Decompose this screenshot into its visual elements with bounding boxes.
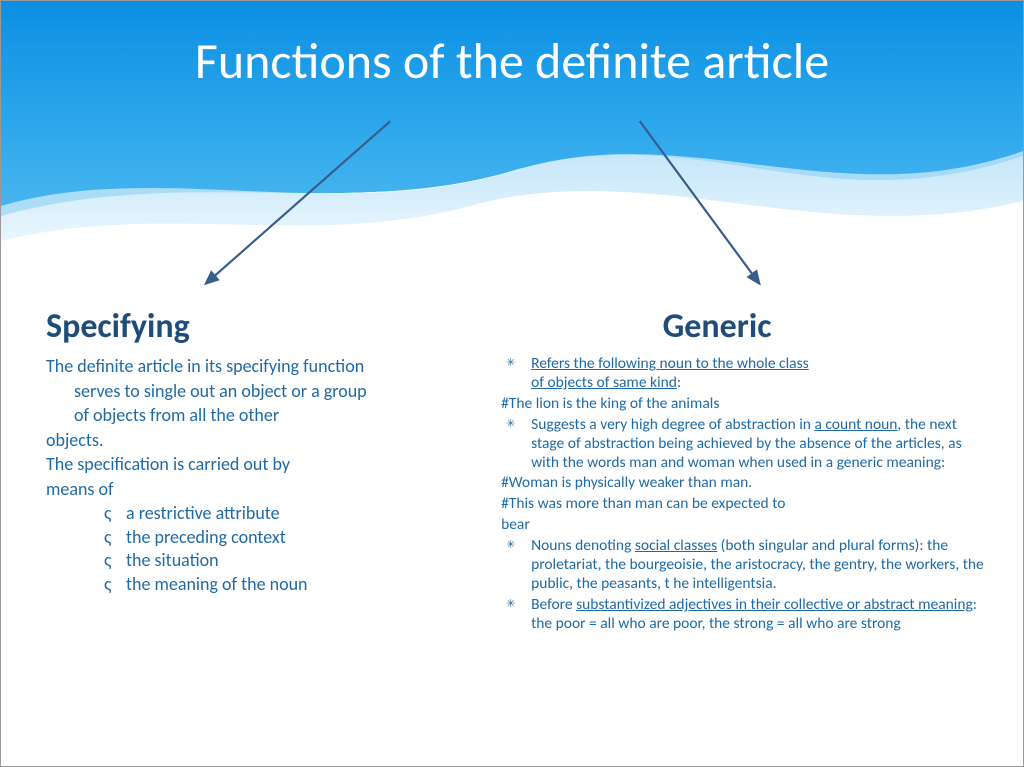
gen-example-3b: bear xyxy=(501,516,993,535)
gen-1b: of objects of same kind xyxy=(531,373,677,392)
spec-line-5: The specification is carried out by xyxy=(46,453,290,475)
gen-1a: Refers the following noun to the whole c… xyxy=(531,354,809,373)
spec-line-4: objects. xyxy=(46,429,103,451)
spec-bullet: a restrictive attribute xyxy=(104,502,466,525)
spec-bullet: the meaning of the noun xyxy=(104,573,466,596)
generic-body: Refers the following noun to the whole c… xyxy=(501,355,993,634)
specifying-list: a restrictive attribute the preceding co… xyxy=(104,502,466,595)
specifying-heading: Specifying xyxy=(46,306,466,347)
gen-example-2: #Woman is physically weaker than man. xyxy=(501,474,993,493)
spec-line-1: The definite article in its specifying f… xyxy=(46,355,364,377)
gen-4a: Before xyxy=(531,595,576,614)
gen-4b: substantivized adjectives in their colle… xyxy=(576,595,973,614)
content-columns: Specifying The definite article in its s… xyxy=(1,306,1023,636)
slide: Functions of the definite article Specif… xyxy=(0,0,1024,767)
spec-line-2: serves to single out an object or a grou… xyxy=(74,380,367,402)
gen-2b: a count noun xyxy=(814,415,897,434)
gen-1c: : xyxy=(677,373,681,392)
gen-3b: social classes xyxy=(635,536,717,555)
gen-3a: Nouns denoting xyxy=(531,536,635,555)
generic-heading: Generic xyxy=(501,306,993,347)
gen-bullet-3: Nouns denoting social classes (both sing… xyxy=(501,537,993,594)
slide-title: Functions of the definite article xyxy=(1,31,1023,92)
gen-example-3a: #This was more than man can be expected … xyxy=(501,495,993,514)
gen-bullet-4: Before substantivized adjectives in thei… xyxy=(501,596,993,634)
gen-bullet-1: Refers the following noun to the whole c… xyxy=(501,355,993,393)
gen-2a: Suggests a very high degree of abstracti… xyxy=(531,415,814,434)
gen-bullet-2: Suggests a very high degree of abstracti… xyxy=(501,416,993,473)
specifying-body: The definite article in its specifying f… xyxy=(46,355,466,595)
gen-example-1: #The lion is the king of the animals xyxy=(501,395,993,414)
specifying-column: Specifying The definite article in its s… xyxy=(46,306,491,636)
spec-bullet: the preceding context xyxy=(104,526,466,549)
generic-column: Generic Refers the following noun to the… xyxy=(491,306,993,636)
spec-line-6: means of xyxy=(46,478,114,500)
spec-bullet: the situation xyxy=(104,549,466,572)
spec-line-3: of objects from all the other xyxy=(74,404,279,426)
